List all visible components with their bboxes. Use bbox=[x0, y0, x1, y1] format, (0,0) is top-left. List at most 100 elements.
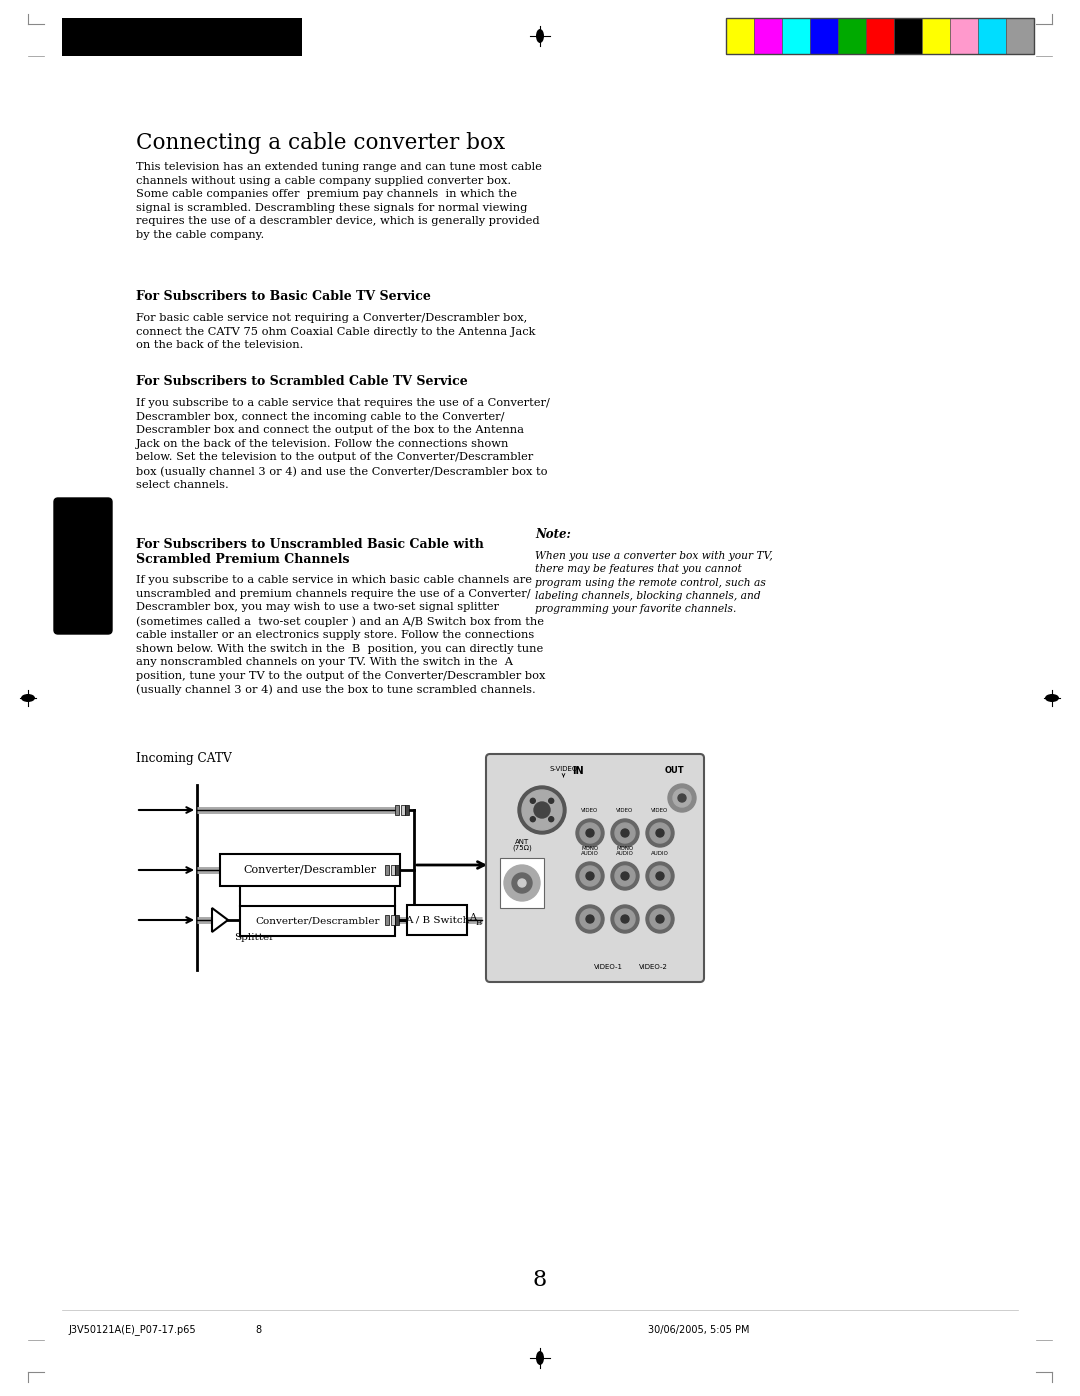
Circle shape bbox=[518, 786, 566, 833]
Circle shape bbox=[549, 799, 554, 803]
Text: 30/06/2005, 5:05 PM: 30/06/2005, 5:05 PM bbox=[648, 1325, 750, 1335]
Text: MONO
AUDIO: MONO AUDIO bbox=[616, 846, 634, 856]
Circle shape bbox=[586, 872, 594, 879]
Text: J3V50121A(E)_P07-17.p65: J3V50121A(E)_P07-17.p65 bbox=[68, 1325, 195, 1336]
Bar bbox=[978, 18, 1005, 54]
Text: If you subscribe to a cable service that requires the use of a Converter/
Descra: If you subscribe to a cable service that… bbox=[136, 398, 550, 490]
Circle shape bbox=[518, 879, 526, 886]
Text: VIDEO-1: VIDEO-1 bbox=[594, 965, 622, 970]
Circle shape bbox=[611, 861, 639, 891]
Text: VIDEO: VIDEO bbox=[651, 808, 669, 812]
Bar bbox=[391, 866, 395, 875]
Bar bbox=[391, 914, 395, 926]
Circle shape bbox=[673, 789, 691, 807]
FancyBboxPatch shape bbox=[54, 498, 112, 634]
Bar bbox=[220, 854, 400, 886]
Circle shape bbox=[549, 817, 554, 822]
Text: When you use a converter box with your TV,
there may be features that you cannot: When you use a converter box with your T… bbox=[535, 551, 773, 614]
Text: For basic cable service not requiring a Converter/Descrambler box,
connect the C: For basic cable service not requiring a … bbox=[136, 313, 536, 350]
Bar bbox=[405, 805, 409, 815]
Text: IN: IN bbox=[572, 766, 584, 776]
Bar bbox=[894, 18, 922, 54]
Bar bbox=[754, 18, 782, 54]
Bar bbox=[810, 18, 838, 54]
Circle shape bbox=[650, 909, 670, 928]
Circle shape bbox=[580, 866, 600, 886]
Ellipse shape bbox=[21, 694, 35, 702]
Circle shape bbox=[669, 785, 696, 812]
Circle shape bbox=[621, 872, 629, 879]
Text: MONO
AUDIO: MONO AUDIO bbox=[581, 846, 599, 856]
Circle shape bbox=[656, 829, 664, 838]
Circle shape bbox=[504, 866, 540, 900]
Text: Connecting a cable converter box: Connecting a cable converter box bbox=[136, 133, 505, 154]
Circle shape bbox=[580, 909, 600, 928]
Bar bbox=[866, 18, 894, 54]
Circle shape bbox=[522, 790, 562, 831]
Text: Splitter: Splitter bbox=[234, 934, 274, 942]
Ellipse shape bbox=[1045, 694, 1059, 702]
Text: 8: 8 bbox=[255, 1325, 261, 1335]
Circle shape bbox=[534, 801, 550, 818]
Circle shape bbox=[650, 866, 670, 886]
Text: VIDEO: VIDEO bbox=[617, 808, 634, 812]
Text: 8: 8 bbox=[532, 1269, 548, 1291]
Circle shape bbox=[678, 794, 686, 801]
Text: S-VIDEO: S-VIDEO bbox=[550, 766, 578, 772]
Text: VIDEO: VIDEO bbox=[581, 808, 598, 812]
Text: B: B bbox=[476, 919, 482, 927]
Circle shape bbox=[646, 861, 674, 891]
Text: (75Ω): (75Ω) bbox=[512, 845, 531, 852]
Circle shape bbox=[576, 861, 604, 891]
Text: If you subscribe to a cable service in which basic cable channels are
unscramble: If you subscribe to a cable service in w… bbox=[136, 575, 545, 695]
Ellipse shape bbox=[536, 1351, 544, 1365]
Text: For Subscribers to Basic Cable TV Service: For Subscribers to Basic Cable TV Servic… bbox=[136, 290, 431, 303]
Circle shape bbox=[580, 824, 600, 843]
FancyBboxPatch shape bbox=[486, 754, 704, 981]
Circle shape bbox=[656, 872, 664, 879]
Bar bbox=[922, 18, 950, 54]
Bar bbox=[401, 805, 405, 815]
Bar bbox=[726, 18, 1034, 54]
Text: AUDIO: AUDIO bbox=[651, 852, 669, 856]
Text: Converter/Descrambler: Converter/Descrambler bbox=[255, 917, 380, 926]
Circle shape bbox=[611, 905, 639, 933]
Circle shape bbox=[530, 799, 536, 803]
Circle shape bbox=[646, 819, 674, 847]
Bar bbox=[395, 805, 399, 815]
Text: For Subscribers to Scrambled Cable TV Service: For Subscribers to Scrambled Cable TV Se… bbox=[136, 376, 468, 388]
Circle shape bbox=[586, 914, 594, 923]
Text: This television has an extended tuning range and can tune most cable
channels wi: This television has an extended tuning r… bbox=[136, 162, 542, 240]
Circle shape bbox=[576, 905, 604, 933]
Circle shape bbox=[656, 914, 664, 923]
Circle shape bbox=[646, 905, 674, 933]
Bar bbox=[395, 866, 399, 875]
Circle shape bbox=[512, 872, 532, 893]
Ellipse shape bbox=[536, 29, 544, 43]
Text: Converter/Descrambler: Converter/Descrambler bbox=[243, 866, 377, 875]
Text: A / B Switch: A / B Switch bbox=[405, 916, 469, 924]
Text: VIDEO-2: VIDEO-2 bbox=[638, 965, 667, 970]
Bar bbox=[384, 866, 389, 875]
Polygon shape bbox=[212, 907, 228, 933]
Text: For Subscribers to Unscrambled Basic Cable with
Scrambled Premium Channels: For Subscribers to Unscrambled Basic Cab… bbox=[136, 537, 484, 565]
Circle shape bbox=[576, 819, 604, 847]
Circle shape bbox=[615, 909, 635, 928]
Circle shape bbox=[621, 914, 629, 923]
Bar bbox=[395, 914, 399, 926]
Bar bbox=[240, 906, 395, 935]
Bar bbox=[838, 18, 866, 54]
Bar bbox=[950, 18, 978, 54]
Bar bbox=[62, 18, 302, 56]
Circle shape bbox=[615, 866, 635, 886]
Bar bbox=[407, 905, 467, 935]
Bar bbox=[1005, 18, 1034, 54]
Text: A: A bbox=[469, 913, 476, 923]
Text: OUT: OUT bbox=[665, 766, 685, 775]
Bar bbox=[726, 18, 754, 54]
Circle shape bbox=[611, 819, 639, 847]
Circle shape bbox=[530, 817, 536, 822]
Text: Note:: Note: bbox=[535, 528, 571, 542]
Circle shape bbox=[615, 824, 635, 843]
Bar bbox=[782, 18, 810, 54]
